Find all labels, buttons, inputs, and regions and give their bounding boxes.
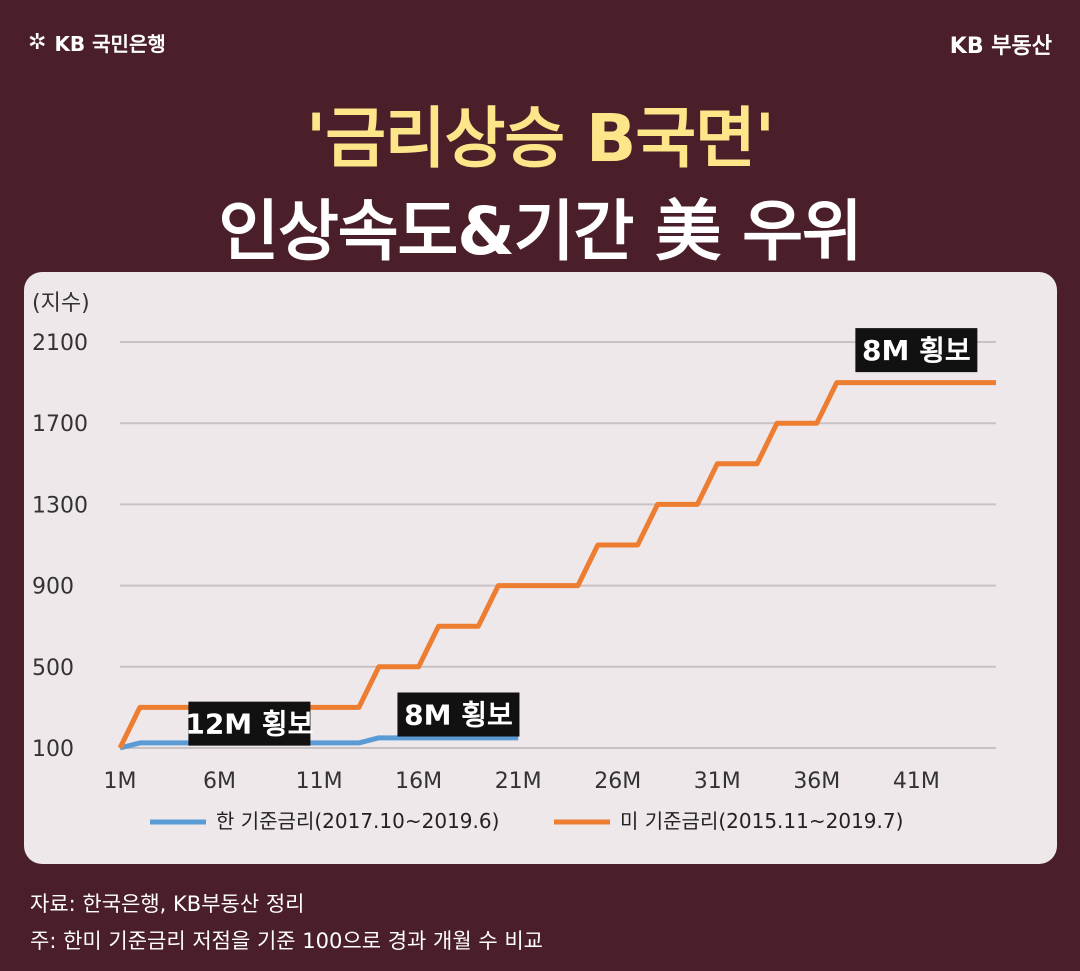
annotation-label: 8M 횡보 — [862, 334, 971, 367]
annotation-label: 12M 횡보 — [185, 708, 313, 741]
x-tick-label: 11M — [296, 769, 343, 794]
x-tick-label: 26M — [594, 769, 641, 794]
x-tick-label: 21M — [495, 769, 542, 794]
y-tick-label: 2100 — [32, 331, 88, 356]
series-line-korea — [119, 735, 519, 751]
x-tick-label: 36M — [793, 769, 840, 794]
legend-label-us: 미 기준금리(2015.11~2019.7) — [620, 809, 903, 833]
series-line-us — [117, 380, 996, 750]
footnote: 주: 한미 기준금리 저점을 기준 100으로 경과 개월 수 비교 — [30, 929, 543, 953]
source-note: 자료: 한국은행, KB부동산 정리 — [30, 892, 305, 916]
x-tick-label: 31M — [694, 769, 741, 794]
annotation-label: 8M 횡보 — [404, 699, 513, 732]
title-line1: '금리상승 B국면' — [305, 100, 775, 177]
y-tick-label: 900 — [32, 575, 74, 600]
legend-label-korea: 한 기준금리(2017.10~2019.6) — [216, 809, 499, 833]
star-icon: ✲ — [28, 30, 47, 55]
x-tick-label: 6M — [203, 769, 236, 794]
y-tick-label: 1300 — [32, 493, 88, 518]
y-axis-label: (지수) — [32, 291, 90, 316]
brand-left-label: KB 국민은행 — [54, 32, 166, 56]
y-tick-label: 100 — [32, 737, 74, 762]
chart-panel: (지수) 100 500 900 1300 1700 2100 1M 6M 11M 16M 21M 26… — [24, 272, 1057, 864]
x-tick-label: 41M — [893, 769, 940, 794]
annotation-box — [397, 692, 520, 737]
annotation-box — [855, 328, 978, 373]
x-tick-label: 16M — [395, 769, 442, 794]
title-line2: 인상속도&기간 美 우위 — [218, 193, 862, 270]
kb-kookmin-logo: ✲ KB 국민은행 — [28, 28, 166, 57]
y-tick-label: 1700 — [32, 412, 88, 437]
kb-real-estate-logo: KB 부동산 — [949, 34, 1052, 59]
x-tick-label: 1M — [104, 769, 137, 794]
y-tick-label: 500 — [32, 656, 74, 681]
line-chart: (지수) 100 500 900 1300 1700 2100 1M 6M 11M 16M 21M 26… — [32, 291, 996, 833]
annotation-box — [188, 701, 311, 746]
